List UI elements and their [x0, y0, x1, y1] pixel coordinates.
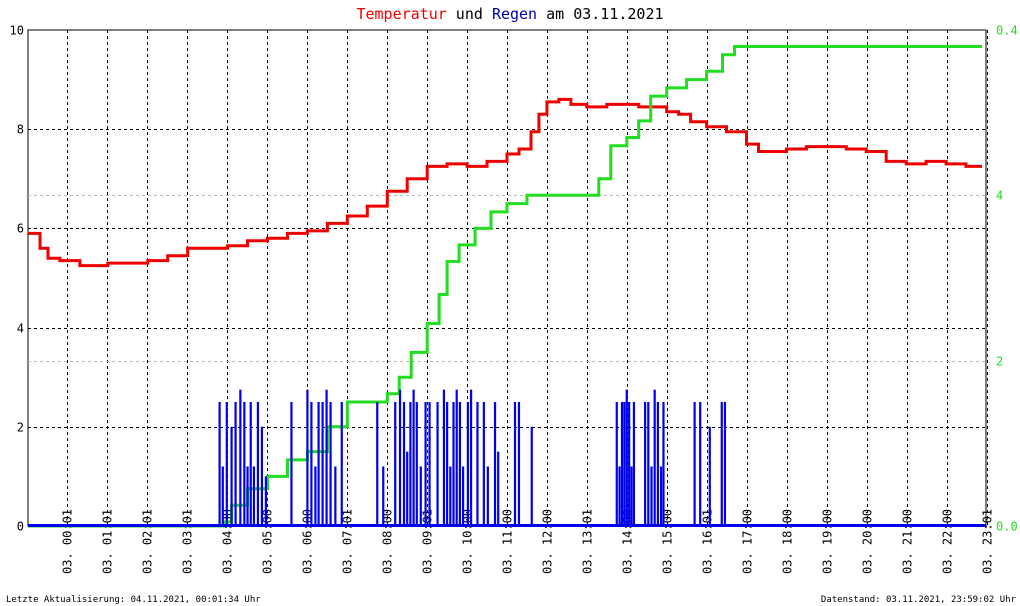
x-tick-label: 03. 01:01 — [101, 509, 115, 574]
chart-title-und: und — [447, 5, 492, 23]
x-tick-label: 03. 16:01 — [701, 509, 715, 574]
y-right-tick-label: 2 — [996, 355, 1003, 369]
x-tick-label: 03. 03:01 — [181, 509, 195, 574]
x-tick-label: 03. 12:00 — [541, 509, 555, 574]
chart-title-temperatur: Temperatur — [356, 5, 446, 23]
rain-cumulative-line — [28, 45, 982, 528]
y-left-tick-label: 10 — [10, 24, 24, 38]
y-left-tick-label: 2 — [17, 421, 24, 435]
y-right-tick-label: 0.0 — [996, 520, 1018, 534]
footer-last-update: Letzte Aktualisierung: 04.11.2021, 00:01… — [6, 595, 261, 605]
y-left-tick-label: 6 — [17, 222, 24, 236]
plot-area: 03. 00:01 03. 01:01 03. 02:01 03. 03:01 03. … — [10, 24, 1018, 575]
x-tick-label: 03. 17:00 — [741, 509, 755, 574]
footer-data-status: Datenstand: 03.11.2021, 23:59:02 Uhr — [821, 595, 1017, 605]
y-left-tick-label: 4 — [17, 322, 24, 336]
chart-title-regen: Regen — [492, 5, 537, 23]
x-tick-label: 03. 02:01 — [141, 509, 155, 574]
y-right-tick-label: 4 — [996, 189, 1003, 203]
y-left-tick-label: 0 — [17, 520, 24, 534]
y-left-tick-label: 8 — [17, 123, 24, 137]
x-tick-label: 03. 00:01 — [61, 509, 75, 574]
x-tick-label: 03. 11:00 — [501, 509, 515, 574]
x-tick-label: 03. 21:00 — [901, 509, 915, 574]
x-tick-label: 03. 20:00 — [861, 509, 875, 574]
chart-title: Temperatur und Regen am 03.11.2021 — [356, 5, 663, 23]
y-right-tick-label: 0.4 — [996, 24, 1018, 38]
x-tick-label: 03. 13:01 — [581, 509, 595, 574]
x-tick-label: 03. 09:01 — [421, 509, 435, 574]
temperature-line — [28, 97, 982, 268]
x-tick-label: 03. 18:00 — [781, 509, 795, 574]
x-tick-label: 03. 22:00 — [941, 509, 955, 574]
chart-title-date: am 03.11.2021 — [537, 5, 663, 23]
x-tick-label: 03. 23:01 — [981, 509, 995, 574]
x-tick-label: 03. 19:00 — [821, 509, 835, 574]
